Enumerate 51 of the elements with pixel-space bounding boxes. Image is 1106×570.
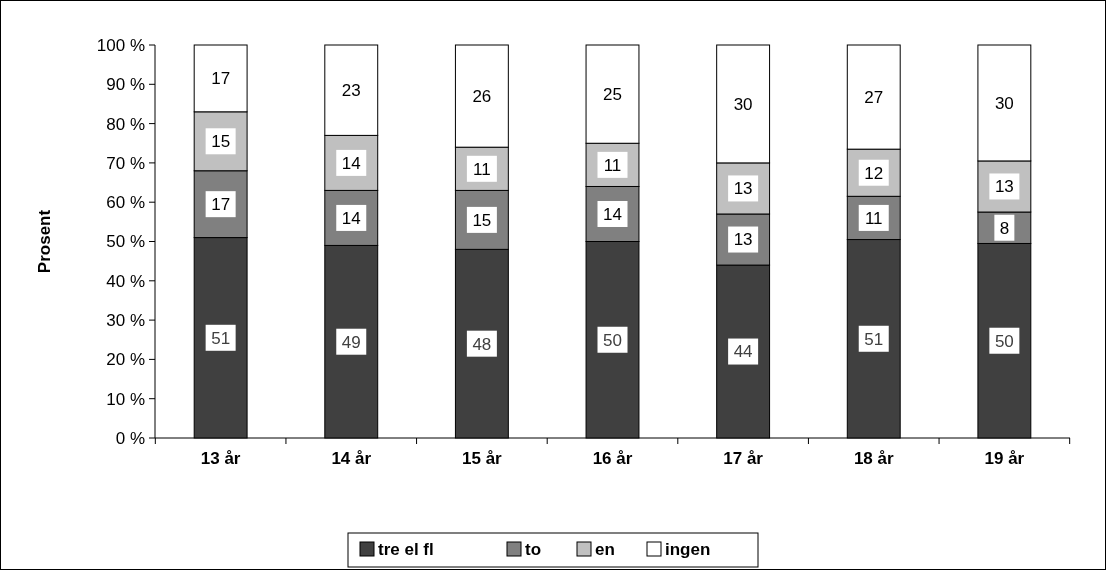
y-tick-label: 70 % xyxy=(106,153,145,173)
y-axis-title: Prosent xyxy=(35,209,54,274)
data-label: 14 xyxy=(341,153,361,173)
data-label: 12 xyxy=(864,163,884,183)
x-tick-label: 13 år xyxy=(200,449,241,468)
x-tick-label: 15 år xyxy=(462,449,503,468)
data-label: 17 xyxy=(211,195,231,215)
data-label: 49 xyxy=(341,332,361,352)
y-tick-label: 40 % xyxy=(106,271,145,291)
x-tick-label: 16 år xyxy=(592,449,633,468)
y-tick-label: 0 % xyxy=(115,428,145,448)
data-label: 13 xyxy=(733,230,753,250)
data-label: 48 xyxy=(472,334,492,354)
data-label: 14 xyxy=(341,208,361,228)
data-label: 17 xyxy=(211,69,231,89)
data-label: 8 xyxy=(999,218,1010,238)
data-label: 51 xyxy=(864,329,884,349)
data-label: 50 xyxy=(994,331,1014,351)
data-label: 23 xyxy=(341,81,361,101)
legend-label: ingen xyxy=(665,539,711,559)
data-label: 11 xyxy=(473,159,491,179)
data-label: 27 xyxy=(864,88,884,108)
data-label: 15 xyxy=(211,132,231,152)
x-tick-label: 19 år xyxy=(984,449,1025,468)
y-tick-label: 80 % xyxy=(106,114,145,134)
data-label: 50 xyxy=(603,330,622,350)
data-label: 51 xyxy=(211,328,231,348)
data-label: 26 xyxy=(472,87,492,107)
x-tick-label: 14 år xyxy=(331,449,372,468)
y-tick-label: 90 % xyxy=(106,75,145,95)
data-label: 25 xyxy=(603,85,622,105)
data-label: 14 xyxy=(603,204,622,224)
y-tick-label: 20 % xyxy=(106,350,145,370)
x-tick-label: 17 år xyxy=(723,449,764,468)
legend-label: en xyxy=(595,539,615,559)
data-label: 30 xyxy=(994,93,1014,113)
x-tick-label: 18 år xyxy=(853,449,894,468)
legend-label: tre el fl xyxy=(378,539,434,559)
y-tick-label: 30 % xyxy=(106,311,145,331)
data-label: 13 xyxy=(733,179,753,199)
data-label: 15 xyxy=(472,210,492,230)
y-tick-label: 10 % xyxy=(106,389,145,409)
data-label: 11 xyxy=(603,155,622,175)
y-tick-label: 100 % xyxy=(96,35,145,55)
data-label: 13 xyxy=(994,177,1014,197)
legend-label: to xyxy=(525,539,542,559)
y-tick-label: 60 % xyxy=(106,193,145,213)
y-tick-label: 50 % xyxy=(106,232,145,252)
data-label: 44 xyxy=(733,342,753,362)
data-label: 11 xyxy=(864,208,883,228)
data-label: 30 xyxy=(733,94,753,114)
